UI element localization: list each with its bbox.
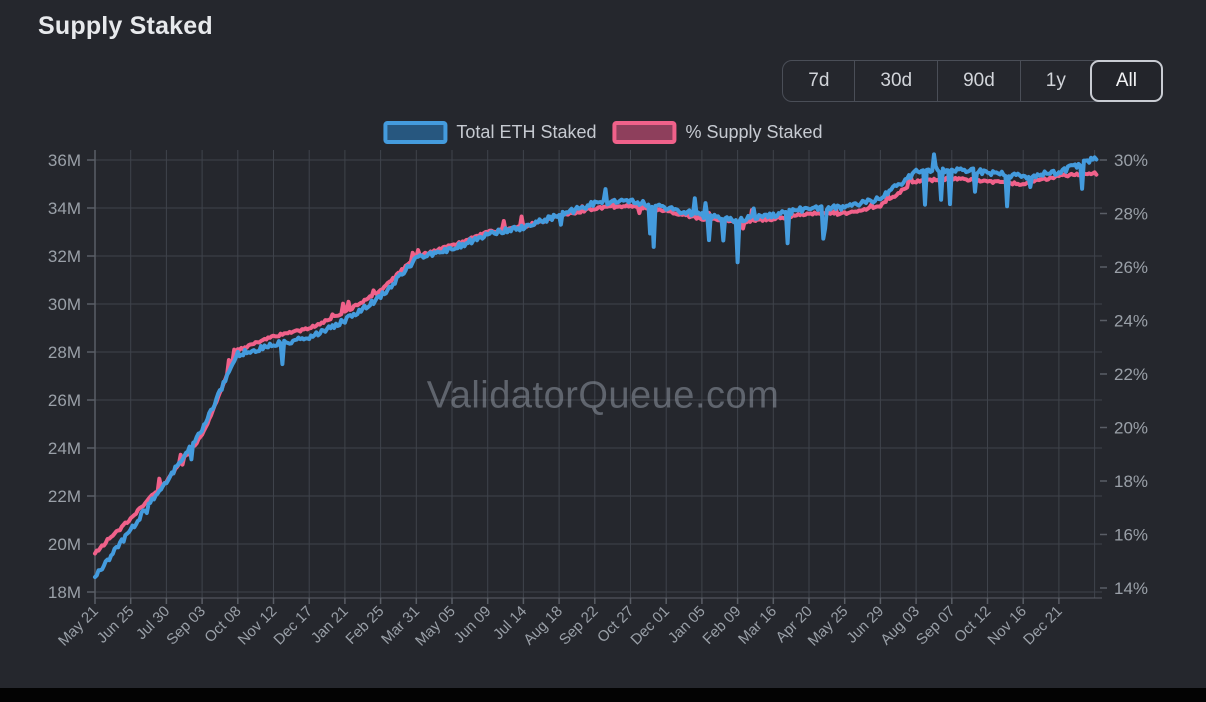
- bottom-black-bar: [0, 688, 1206, 702]
- legend-label: Total ETH Staked: [456, 122, 597, 142]
- x-tick-label: Nov 16: [984, 603, 1030, 649]
- legend-item-total-eth-staked[interactable]: Total ETH Staked: [383, 121, 596, 144]
- x-tick-label: Dec 21: [1020, 603, 1066, 649]
- legend-swatch-blue: [383, 121, 448, 144]
- range-button-30d[interactable]: 30d: [854, 61, 937, 101]
- x-tick-label: Feb 09: [699, 603, 744, 648]
- y-left-tick-label: 28M: [48, 343, 81, 362]
- x-tick-label: Dec 01: [627, 603, 673, 649]
- range-button-90d[interactable]: 90d: [937, 61, 1020, 101]
- y-left-tick-label: 20M: [48, 535, 81, 554]
- y-right-tick-label: 16%: [1114, 526, 1148, 545]
- x-tick-label: Jan 21: [308, 603, 352, 647]
- range-button-7d[interactable]: 7d: [783, 61, 854, 101]
- y-left-tick-label: 34M: [48, 199, 81, 218]
- legend-label: % Supply Staked: [685, 122, 823, 142]
- y-left-tick-label: 24M: [48, 439, 81, 458]
- line-total-eth-staked: [93, 152, 1099, 580]
- x-tick-label: Sep 07: [913, 603, 959, 649]
- time-range-selector: 7d 30d 90d 1y All: [782, 60, 1163, 102]
- y-right-tick-label: 14%: [1114, 579, 1148, 598]
- x-tick-label: Dec 17: [270, 603, 316, 649]
- grid: [94, 150, 1102, 598]
- x-tick-label: Jan 05: [665, 603, 709, 647]
- chart-legend: Total ETH Staked % Supply Staked: [383, 121, 823, 144]
- y-right-tick-label: 18%: [1114, 472, 1148, 491]
- range-button-all[interactable]: All: [1089, 60, 1163, 102]
- line-pct-supply-staked: [93, 170, 1099, 556]
- y-right-tick-label: 24%: [1114, 312, 1148, 331]
- x-tick-label: Feb 25: [342, 603, 387, 648]
- series: [93, 152, 1099, 580]
- y-right-tick-label: 28%: [1114, 205, 1148, 224]
- x-tick-label: Aug 18: [520, 603, 566, 649]
- page-title: Supply Staked: [38, 12, 213, 40]
- y-left-tick-label: 26M: [48, 391, 81, 410]
- x-tick-label: Nov 12: [235, 603, 281, 649]
- x-tick-label: Aug 03: [877, 603, 923, 649]
- x-tick-label: Jun 25: [94, 603, 138, 647]
- x-tick-label: May 21: [55, 603, 102, 650]
- y-left-tick-label: 18M: [48, 583, 81, 602]
- y-right-tick-label: 30%: [1114, 151, 1148, 170]
- y-left-tick-label: 32M: [48, 247, 81, 266]
- y-left-tick-label: 22M: [48, 487, 81, 506]
- x-tick-label: Jun 09: [451, 603, 495, 647]
- legend-swatch-pink: [612, 121, 677, 144]
- y-left-tick-label: 30M: [48, 295, 81, 314]
- y-right-tick-label: 20%: [1114, 419, 1148, 438]
- x-tick-label: Sep 03: [163, 603, 209, 649]
- x-tick-label: May 05: [412, 603, 459, 650]
- range-button-1y[interactable]: 1y: [1019, 61, 1091, 101]
- y-left-tick-label: 36M: [48, 151, 81, 170]
- y-right-tick-label: 26%: [1114, 258, 1148, 277]
- legend-item-pct-supply-staked[interactable]: % Supply Staked: [612, 121, 823, 144]
- x-tick-label: May 25: [805, 603, 852, 650]
- x-tick-label: Mar 16: [735, 603, 780, 648]
- x-tick-label: Sep 22: [556, 603, 602, 649]
- y-right-tick-label: 22%: [1114, 365, 1148, 384]
